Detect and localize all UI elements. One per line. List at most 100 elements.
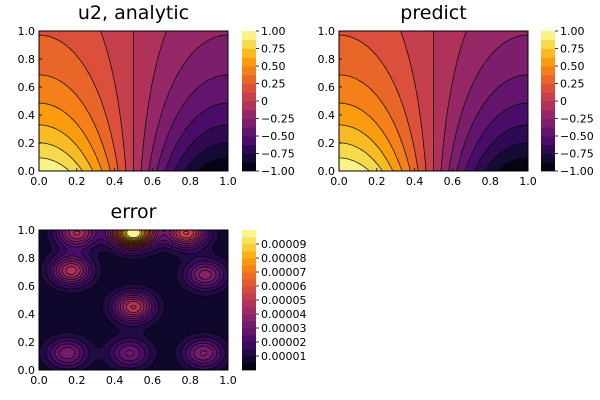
chart-panel-1: u2, analytic 0.0 0.2 0.4 0.6 0.8 1.0 0.0 0.2 0.4 0… — [18, 2, 295, 188]
colorbar-band — [242, 356, 256, 364]
y-tick-label: 1.0 — [18, 25, 36, 38]
x-tick-label: 0.0 — [330, 175, 348, 188]
colorbar-band — [541, 162, 555, 172]
colorbar-band — [242, 74, 256, 84]
x-tick-label: 0.8 — [181, 175, 199, 188]
colorbar-band — [242, 57, 256, 67]
y-tick-label: 0.6 — [318, 81, 336, 94]
colorbar-tick-label: 0.00008 — [261, 252, 307, 265]
colorbar-band — [242, 342, 256, 350]
colorbar-band — [242, 66, 256, 76]
colorbar-tick-label: −1.00 — [560, 165, 594, 178]
colorbar-tick-label: −0.50 — [261, 130, 295, 143]
colorbar-band — [242, 48, 256, 58]
y-tick-label: 1.0 — [18, 224, 36, 237]
colorbar-tick-label: 0.75 — [560, 43, 585, 56]
x-tick-label: 0.2 — [368, 175, 386, 188]
colorbar-tick-label: 0.75 — [261, 43, 286, 56]
colorbar: 0.000090.000080.000070.000060.000050.000… — [242, 230, 307, 371]
colorbar-band — [541, 136, 555, 146]
colorbar-tick-label: −0.50 — [560, 130, 594, 143]
colorbar-band — [242, 162, 256, 172]
colorbar-band — [242, 31, 256, 41]
x-tick-label: 0.4 — [106, 374, 124, 387]
colorbar-band — [541, 101, 555, 111]
colorbar-band — [242, 328, 256, 336]
x-tick-label: 0.2 — [68, 374, 86, 387]
y-tick-label: 0.2 — [18, 137, 36, 150]
colorbar-band — [242, 349, 256, 357]
colorbar-band — [242, 127, 256, 137]
x-tick-label: 0.6 — [444, 175, 462, 188]
y-tick-label: 0.0 — [18, 165, 36, 178]
colorbar-band — [541, 31, 555, 41]
colorbar-band — [541, 83, 555, 93]
colorbar-tick-label: 0.25 — [261, 78, 286, 91]
colorbar-band — [242, 272, 256, 280]
colorbar-tick-label: −0.25 — [560, 113, 594, 126]
colorbar-tick-label: 0.00002 — [261, 336, 307, 349]
colorbar-tick-label: −0.75 — [261, 148, 295, 161]
chart-title: predict — [400, 2, 466, 24]
colorbar-band — [541, 92, 555, 102]
contour-fill — [39, 230, 228, 370]
colorbar-band — [242, 144, 256, 154]
contour-fill — [339, 31, 528, 171]
x-tick-label: 0.0 — [30, 175, 48, 188]
colorbar-band — [541, 57, 555, 67]
contour-lines — [339, 31, 528, 171]
colorbar-tick-label: 1.00 — [261, 25, 286, 38]
colorbar-tick-label: 0.00007 — [261, 266, 307, 279]
colorbar-band — [242, 314, 256, 322]
colorbar-band — [242, 237, 256, 245]
chart-title: u2, analytic — [78, 2, 189, 24]
colorbar-band — [242, 101, 256, 111]
x-tick-label: 0.8 — [481, 175, 499, 188]
chart-panel-2: predict 0.0 0.2 0.4 0.6 0.8 1.0 0.0 0.2 0.4 0.6 0.8… — [318, 2, 594, 188]
colorbar-tick-label: 0.00001 — [261, 350, 307, 363]
contour-fill — [39, 31, 228, 171]
colorbar-band — [242, 363, 256, 371]
colorbar-band — [242, 39, 256, 49]
colorbar-tick-label: 0.00005 — [261, 294, 307, 307]
x-tick-label: 0.0 — [30, 374, 48, 387]
x-tick-label: 0.4 — [106, 175, 124, 188]
colorbar-band — [541, 109, 555, 119]
colorbar-tick-label: −0.25 — [261, 113, 295, 126]
colorbar-band — [242, 293, 256, 301]
colorbar-tick-label: 0.00004 — [261, 308, 307, 321]
y-tick-label: 0.4 — [18, 109, 36, 122]
colorbar-tick-label: 0.25 — [560, 78, 585, 91]
colorbar-tick-label: 0.00003 — [261, 322, 307, 335]
colorbar-band — [242, 251, 256, 259]
plot-frame — [38, 229, 229, 371]
y-tick-label: 0.6 — [18, 81, 36, 94]
y-tick-label: 1.0 — [318, 25, 336, 38]
y-tick-label: 0.0 — [18, 364, 36, 377]
y-tick-label: 0.2 — [18, 336, 36, 349]
colorbar-band — [242, 307, 256, 315]
colorbar-tick-label: 0 — [261, 95, 268, 108]
y-tick-label: 0.8 — [18, 53, 36, 66]
colorbar: 1.00 0.75 0.50 0.25 0 −0.25 −0.50 −0.75 −1.00 — [541, 25, 594, 178]
colorbar-band — [242, 109, 256, 119]
colorbar-band — [242, 300, 256, 308]
y-tick-label: 0.4 — [318, 109, 336, 122]
colorbar-band — [541, 39, 555, 49]
colorbar-tick-label: 0.00006 — [261, 280, 307, 293]
colorbar-band — [242, 321, 256, 329]
colorbar-band — [242, 265, 256, 273]
chart-title: error — [111, 201, 157, 223]
y-tick-label: 0.6 — [18, 280, 36, 293]
contour-lines — [39, 31, 228, 171]
colorbar-band — [242, 92, 256, 102]
x-tick-label: 0.2 — [68, 175, 86, 188]
x-tick-label: 0.6 — [144, 175, 162, 188]
colorbar-tick-label: 0.50 — [261, 60, 286, 73]
colorbar-band — [541, 118, 555, 128]
y-tick-label: 0.8 — [18, 252, 36, 265]
colorbar-band — [242, 244, 256, 252]
colorbar-band — [541, 127, 555, 137]
y-tick-label: 0.2 — [318, 137, 336, 150]
